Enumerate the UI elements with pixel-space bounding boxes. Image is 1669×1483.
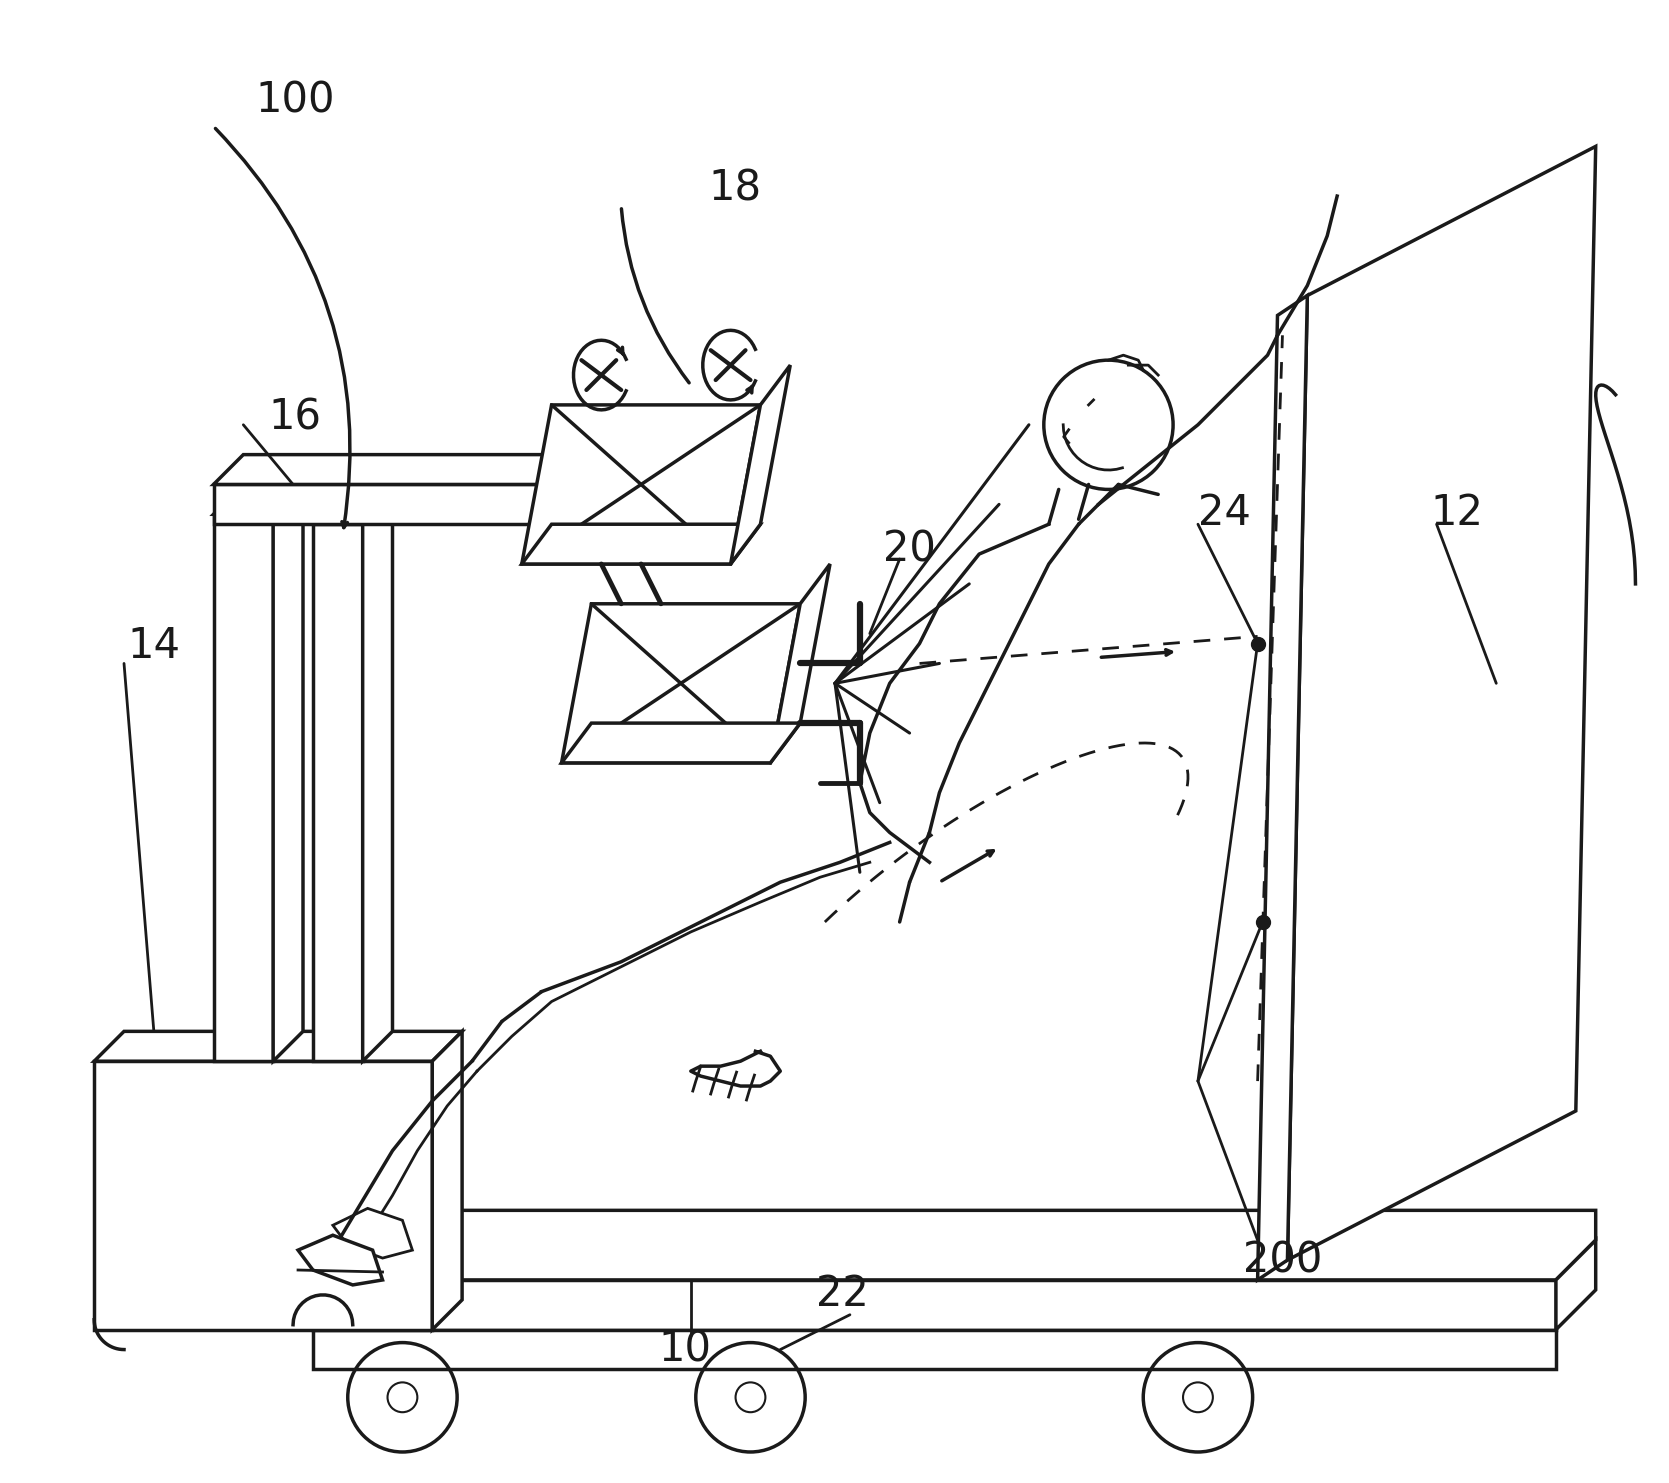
Polygon shape [561,724,799,762]
Polygon shape [93,1031,462,1062]
Polygon shape [771,564,829,762]
Polygon shape [1287,147,1596,1261]
Polygon shape [522,405,761,564]
Polygon shape [611,455,641,523]
Text: 10: 10 [659,1329,711,1370]
Text: 16: 16 [269,396,322,437]
Polygon shape [214,485,611,523]
Polygon shape [214,515,274,1062]
Text: 22: 22 [816,1274,870,1315]
Polygon shape [314,1330,1556,1369]
Polygon shape [314,1280,1556,1330]
Polygon shape [332,1209,412,1258]
Polygon shape [299,1235,382,1284]
Text: 24: 24 [1198,492,1252,534]
Text: 18: 18 [708,168,761,209]
Polygon shape [731,365,789,564]
Polygon shape [314,523,362,1062]
Text: 20: 20 [883,529,936,571]
Text: 12: 12 [1430,492,1484,534]
Text: 200: 200 [1243,1240,1322,1281]
Polygon shape [93,1062,432,1330]
Polygon shape [274,485,304,1062]
Polygon shape [314,1210,1596,1280]
Polygon shape [1258,295,1307,1280]
Polygon shape [214,485,304,515]
Polygon shape [362,494,392,1062]
Polygon shape [314,494,392,523]
Polygon shape [432,1031,462,1330]
Text: 100: 100 [255,79,335,122]
Polygon shape [214,455,641,485]
Polygon shape [1556,1240,1596,1330]
Polygon shape [522,523,761,564]
Text: 14: 14 [127,624,180,667]
Polygon shape [561,604,799,762]
